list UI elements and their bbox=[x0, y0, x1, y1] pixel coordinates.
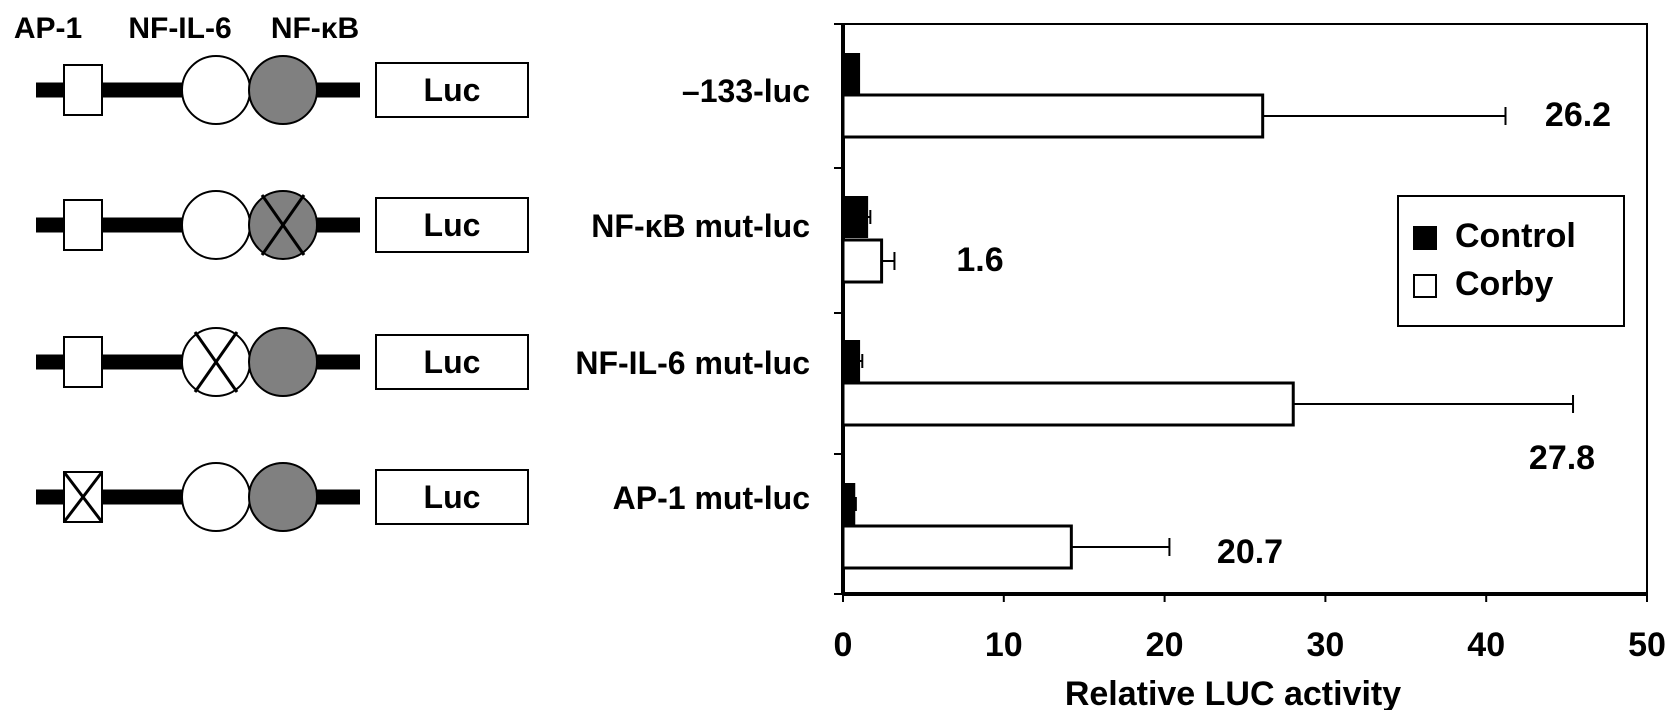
nfkb-site bbox=[248, 327, 318, 397]
bar-corby-ap-1-mut-luc bbox=[841, 524, 1073, 570]
nfkb-site bbox=[248, 462, 318, 532]
value-label-133-luc: 26.2 bbox=[1545, 96, 1611, 134]
x-tick-label: 20 bbox=[1146, 626, 1184, 664]
legend-label-corby: Corby bbox=[1455, 265, 1553, 303]
legend-swatch-corby bbox=[1413, 274, 1437, 298]
x-axis-title: Relative LUC activity bbox=[1065, 675, 1401, 710]
legend: Control Corby bbox=[1397, 195, 1625, 327]
construct-ap-1-mut-luc: Luc AP-1 mut-luc bbox=[36, 462, 810, 532]
nfkb-site bbox=[248, 55, 318, 125]
luc-reporter-box bbox=[375, 334, 529, 390]
promoter-diagram: AP-1 NF-IL-6 NF-κB Luc –133-luc Luc NF-κB mut-… bbox=[14, 12, 810, 532]
legend-swatch-control bbox=[1413, 226, 1437, 250]
ap1-site bbox=[63, 336, 103, 388]
x-tick-label: 10 bbox=[985, 626, 1023, 664]
ap1-site bbox=[63, 199, 103, 251]
nfil6-site bbox=[181, 462, 251, 532]
legend-label-control: Control bbox=[1455, 217, 1576, 255]
construct-label: –133-luc bbox=[682, 73, 810, 109]
luc-label: Luc bbox=[424, 72, 481, 108]
construct-label: AP-1 mut-luc bbox=[613, 480, 810, 516]
luc-label: Luc bbox=[424, 479, 481, 515]
value-label-nf-b-mut-luc: 1.6 bbox=[956, 241, 1003, 279]
construct-nf-b-mut-luc: Luc NF-κB mut-luc bbox=[36, 190, 810, 260]
construct-label: NF-IL-6 mut-luc bbox=[575, 345, 810, 381]
construct-133-luc: Luc –133-luc bbox=[36, 55, 810, 125]
value-label-nf-il-6-mut-luc: 27.8 bbox=[1529, 439, 1595, 477]
x-tick-label: 30 bbox=[1306, 626, 1344, 664]
legend-box bbox=[1397, 195, 1625, 327]
bar-control-133-luc bbox=[842, 53, 861, 95]
luc-reporter-box bbox=[375, 62, 529, 118]
construct-label: NF-κB mut-luc bbox=[591, 208, 810, 244]
construct-nf-il-6-mut-luc: Luc NF-IL-6 mut-luc bbox=[36, 327, 810, 397]
luc-reporter-box bbox=[375, 197, 529, 253]
x-tick-label: 40 bbox=[1467, 626, 1505, 664]
element-header-nf-il-6: NF-IL-6 bbox=[128, 12, 231, 45]
element-header-ap-1: AP-1 bbox=[14, 12, 82, 45]
luc-label: Luc bbox=[424, 344, 481, 380]
bar-control-nf-b-mut-luc bbox=[842, 196, 869, 238]
nfil6-site bbox=[181, 190, 251, 260]
x-tick-label: 0 bbox=[834, 626, 853, 664]
mutation-cross bbox=[260, 194, 306, 256]
bar-corby-nf-b-mut-luc bbox=[841, 238, 884, 284]
luc-reporter-box bbox=[375, 469, 529, 525]
bar-corby-nf-il-6-mut-luc bbox=[841, 381, 1295, 427]
mutation-cross bbox=[193, 331, 239, 393]
luc-label: Luc bbox=[424, 207, 481, 243]
bar-chart: 0 10 20 30 40 50 Relative LUC activity 26.2 1.6 2… bbox=[834, 23, 1665, 710]
bar-control-ap-1-mut-luc bbox=[842, 483, 856, 525]
bar-control-nf-il-6-mut-luc bbox=[842, 340, 861, 382]
mutation-cross bbox=[62, 471, 104, 523]
element-header-nf-b: NF-κB bbox=[271, 12, 359, 45]
bar-corby-133-luc bbox=[841, 93, 1265, 139]
value-label-ap-1-mut-luc: 20.7 bbox=[1217, 533, 1283, 571]
nfil6-site bbox=[181, 55, 251, 125]
x-tick-label: 50 bbox=[1628, 626, 1665, 664]
ap1-site bbox=[63, 64, 103, 116]
